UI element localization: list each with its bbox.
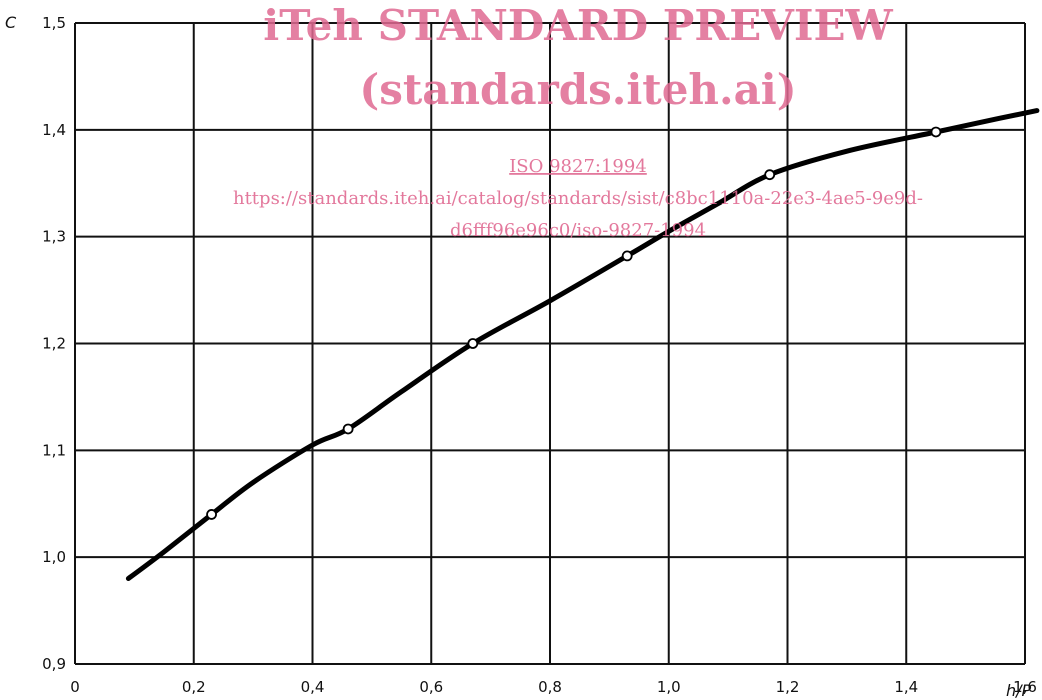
x-tick-label: 0,4 bbox=[301, 678, 325, 696]
x-tick-label: 0,8 bbox=[538, 678, 562, 696]
x-tick-label: 1,4 bbox=[894, 678, 918, 696]
y-tick-label: 1,5 bbox=[42, 14, 66, 32]
data-point-marker bbox=[467, 338, 479, 349]
y-tick-label: 1,0 bbox=[42, 548, 66, 566]
watermark-url-line2[interactable]: d6fff96e96c0/iso-9827-1994 bbox=[450, 220, 706, 241]
x-tick-label: 1,0 bbox=[657, 678, 681, 696]
tick-labels: 0 0,2 0,4 0,6 0,8 1,0 1,2 1,4 1,6 0,9 1,0 1,1 1,2 1,3… bbox=[42, 14, 1037, 696]
y-tick-label: 1,2 bbox=[42, 335, 66, 353]
data-point-marker bbox=[621, 250, 633, 262]
x-tick-label: 0 bbox=[70, 678, 80, 696]
data-point-marker bbox=[342, 423, 354, 435]
data-point-marker bbox=[930, 126, 942, 138]
series-curve bbox=[125, 108, 1040, 581]
watermark-url-line1[interactable]: https://standards.iteh.ai/catalog/standa… bbox=[233, 188, 923, 209]
data-markers bbox=[206, 126, 942, 520]
data-point-marker bbox=[206, 509, 217, 520]
series-line bbox=[125, 108, 1040, 581]
x-axis-label: h/P bbox=[1006, 681, 1032, 700]
y-tick-label: 1,1 bbox=[42, 441, 66, 459]
x-tick-label: 0,2 bbox=[182, 678, 206, 696]
y-tick-label: 0,9 bbox=[42, 655, 66, 673]
y-axis-label: C bbox=[5, 13, 17, 32]
y-tick-label: 1,3 bbox=[42, 228, 66, 246]
watermark: iTeh STANDARD PREVIEW (standards.iteh.ai… bbox=[233, 1, 923, 241]
x-tick-label: 0,6 bbox=[419, 678, 443, 696]
watermark-iso-link[interactable]: ISO 9827:1994 bbox=[509, 156, 647, 177]
x-tick-label: 1,2 bbox=[776, 678, 800, 696]
grid-lines bbox=[74, 22, 1026, 665]
x-tick-label: 1,6 bbox=[1013, 678, 1037, 696]
watermark-subtitle: (standards.iteh.ai) bbox=[359, 65, 796, 114]
watermark-title: iTeh STANDARD PREVIEW bbox=[263, 1, 893, 50]
y-tick-label: 1,4 bbox=[42, 121, 66, 139]
data-point-marker bbox=[764, 169, 776, 181]
